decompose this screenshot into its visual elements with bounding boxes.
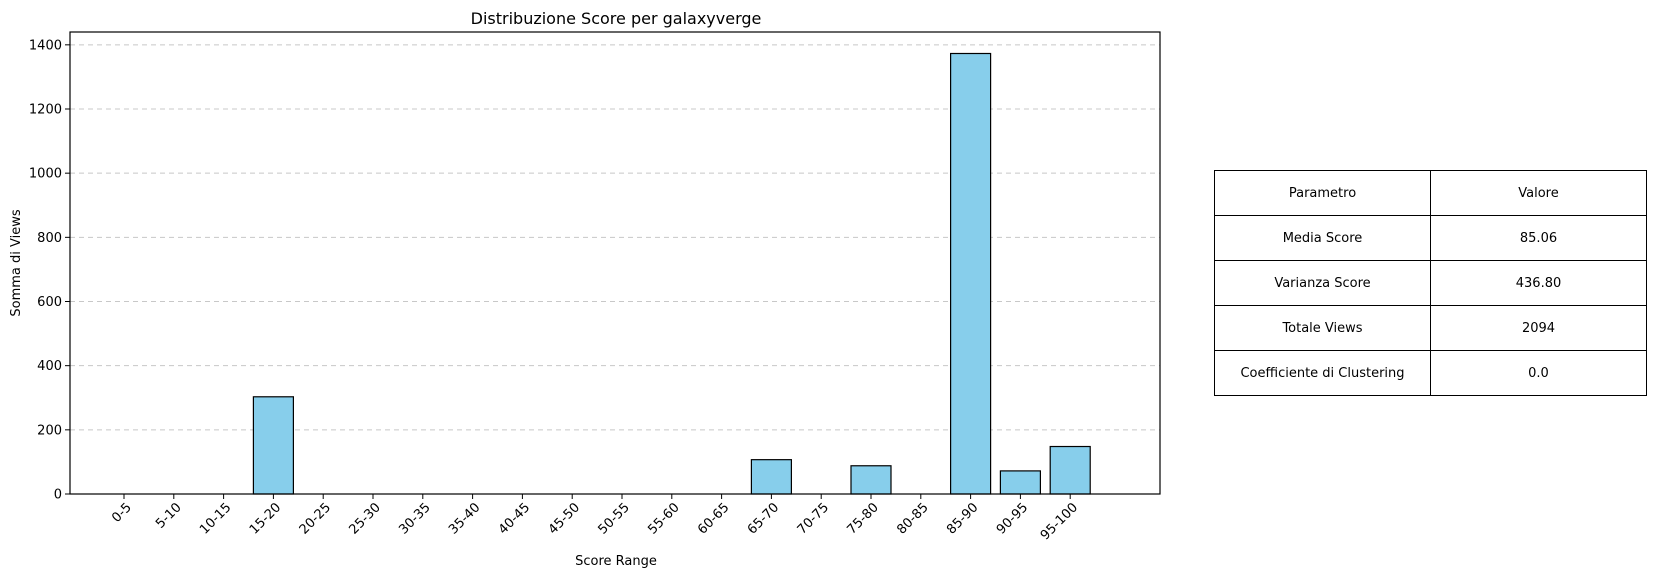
bar [750, 459, 793, 495]
x-tick-label: 70-75 [795, 500, 832, 537]
table-cell: 436.80 [1430, 260, 1647, 306]
x-tick-label: 55-60 [645, 500, 682, 537]
table-header-row: Parametro Valore [1214, 170, 1647, 216]
bar [1049, 445, 1091, 495]
y-tick-label: 600 [37, 295, 62, 310]
x-tick-label: 65-70 [745, 500, 782, 537]
x-tick-label: 25-30 [347, 500, 384, 537]
chart-title: Distribuzione Score per galaxyverge [471, 9, 762, 28]
x-tick-label: 5-10 [153, 500, 184, 531]
bar [850, 465, 892, 495]
table-row: Totale Views 2094 [1214, 305, 1647, 351]
table-cell: 0.0 [1430, 350, 1647, 396]
plot-frame [69, 31, 1161, 495]
y-axis-label: Somma di Views [9, 209, 24, 316]
table-cell: Media Score [1214, 215, 1431, 261]
bar [252, 396, 294, 495]
table-cell: Coefficiente di Clustering [1214, 350, 1431, 396]
table-header-cell: Valore [1430, 170, 1647, 216]
x-tick-label: 60-65 [695, 500, 732, 537]
grid-layer [70, 44, 1160, 431]
x-tick-label: 85-90 [944, 500, 981, 537]
x-tick-label: 95-100 [1038, 500, 1081, 543]
table-row: Media Score 85.06 [1214, 215, 1647, 261]
table-cell: 85.06 [1430, 215, 1647, 261]
table-row: Coefficiente di Clustering 0.0 [1214, 350, 1647, 396]
x-tick-label: 75-80 [845, 500, 882, 537]
x-tick-label: 15-20 [247, 500, 284, 537]
x-tick-label: 10-15 [197, 500, 234, 537]
x-axis: 0-5 5-10 10-15 15-20 20-25 25-30 30-35 35-40 40-… [109, 494, 1081, 543]
y-tick-label: 400 [37, 359, 62, 374]
x-tick-label: 45-50 [546, 500, 583, 537]
y-tick-label: 1200 [29, 103, 62, 118]
y-tick-label: 1000 [29, 167, 62, 182]
x-tick-label: 0-5 [109, 500, 135, 526]
stats-table: Parametro Valore Media Score 85.06 Varia… [1214, 170, 1647, 396]
x-tick-label: 50-55 [596, 500, 633, 537]
table-cell: Varianza Score [1214, 260, 1431, 306]
y-axis: 0 200 400 600 800 1000 1200 1400 [29, 38, 70, 503]
y-tick-label: 1400 [29, 38, 62, 53]
table-header-cell: Parametro [1214, 170, 1431, 216]
bar [949, 52, 992, 495]
y-tick-label: 0 [54, 488, 62, 503]
x-tick-label: 90-95 [994, 500, 1031, 537]
x-tick-label: 35-40 [446, 500, 483, 537]
y-tick-label: 800 [37, 231, 62, 246]
bar [999, 470, 1042, 495]
x-tick-label: 20-25 [297, 500, 334, 537]
x-axis-label: Score Range [575, 554, 657, 569]
y-tick-label: 200 [37, 423, 62, 438]
bars-layer [252, 52, 1091, 495]
x-tick-label: 40-45 [496, 500, 533, 537]
table-cell: 2094 [1430, 305, 1647, 351]
x-tick-label: 30-35 [396, 500, 433, 537]
x-tick-label: 80-85 [894, 500, 931, 537]
table-row: Varianza Score 436.80 [1214, 260, 1647, 306]
table-cell: Totale Views [1214, 305, 1431, 351]
